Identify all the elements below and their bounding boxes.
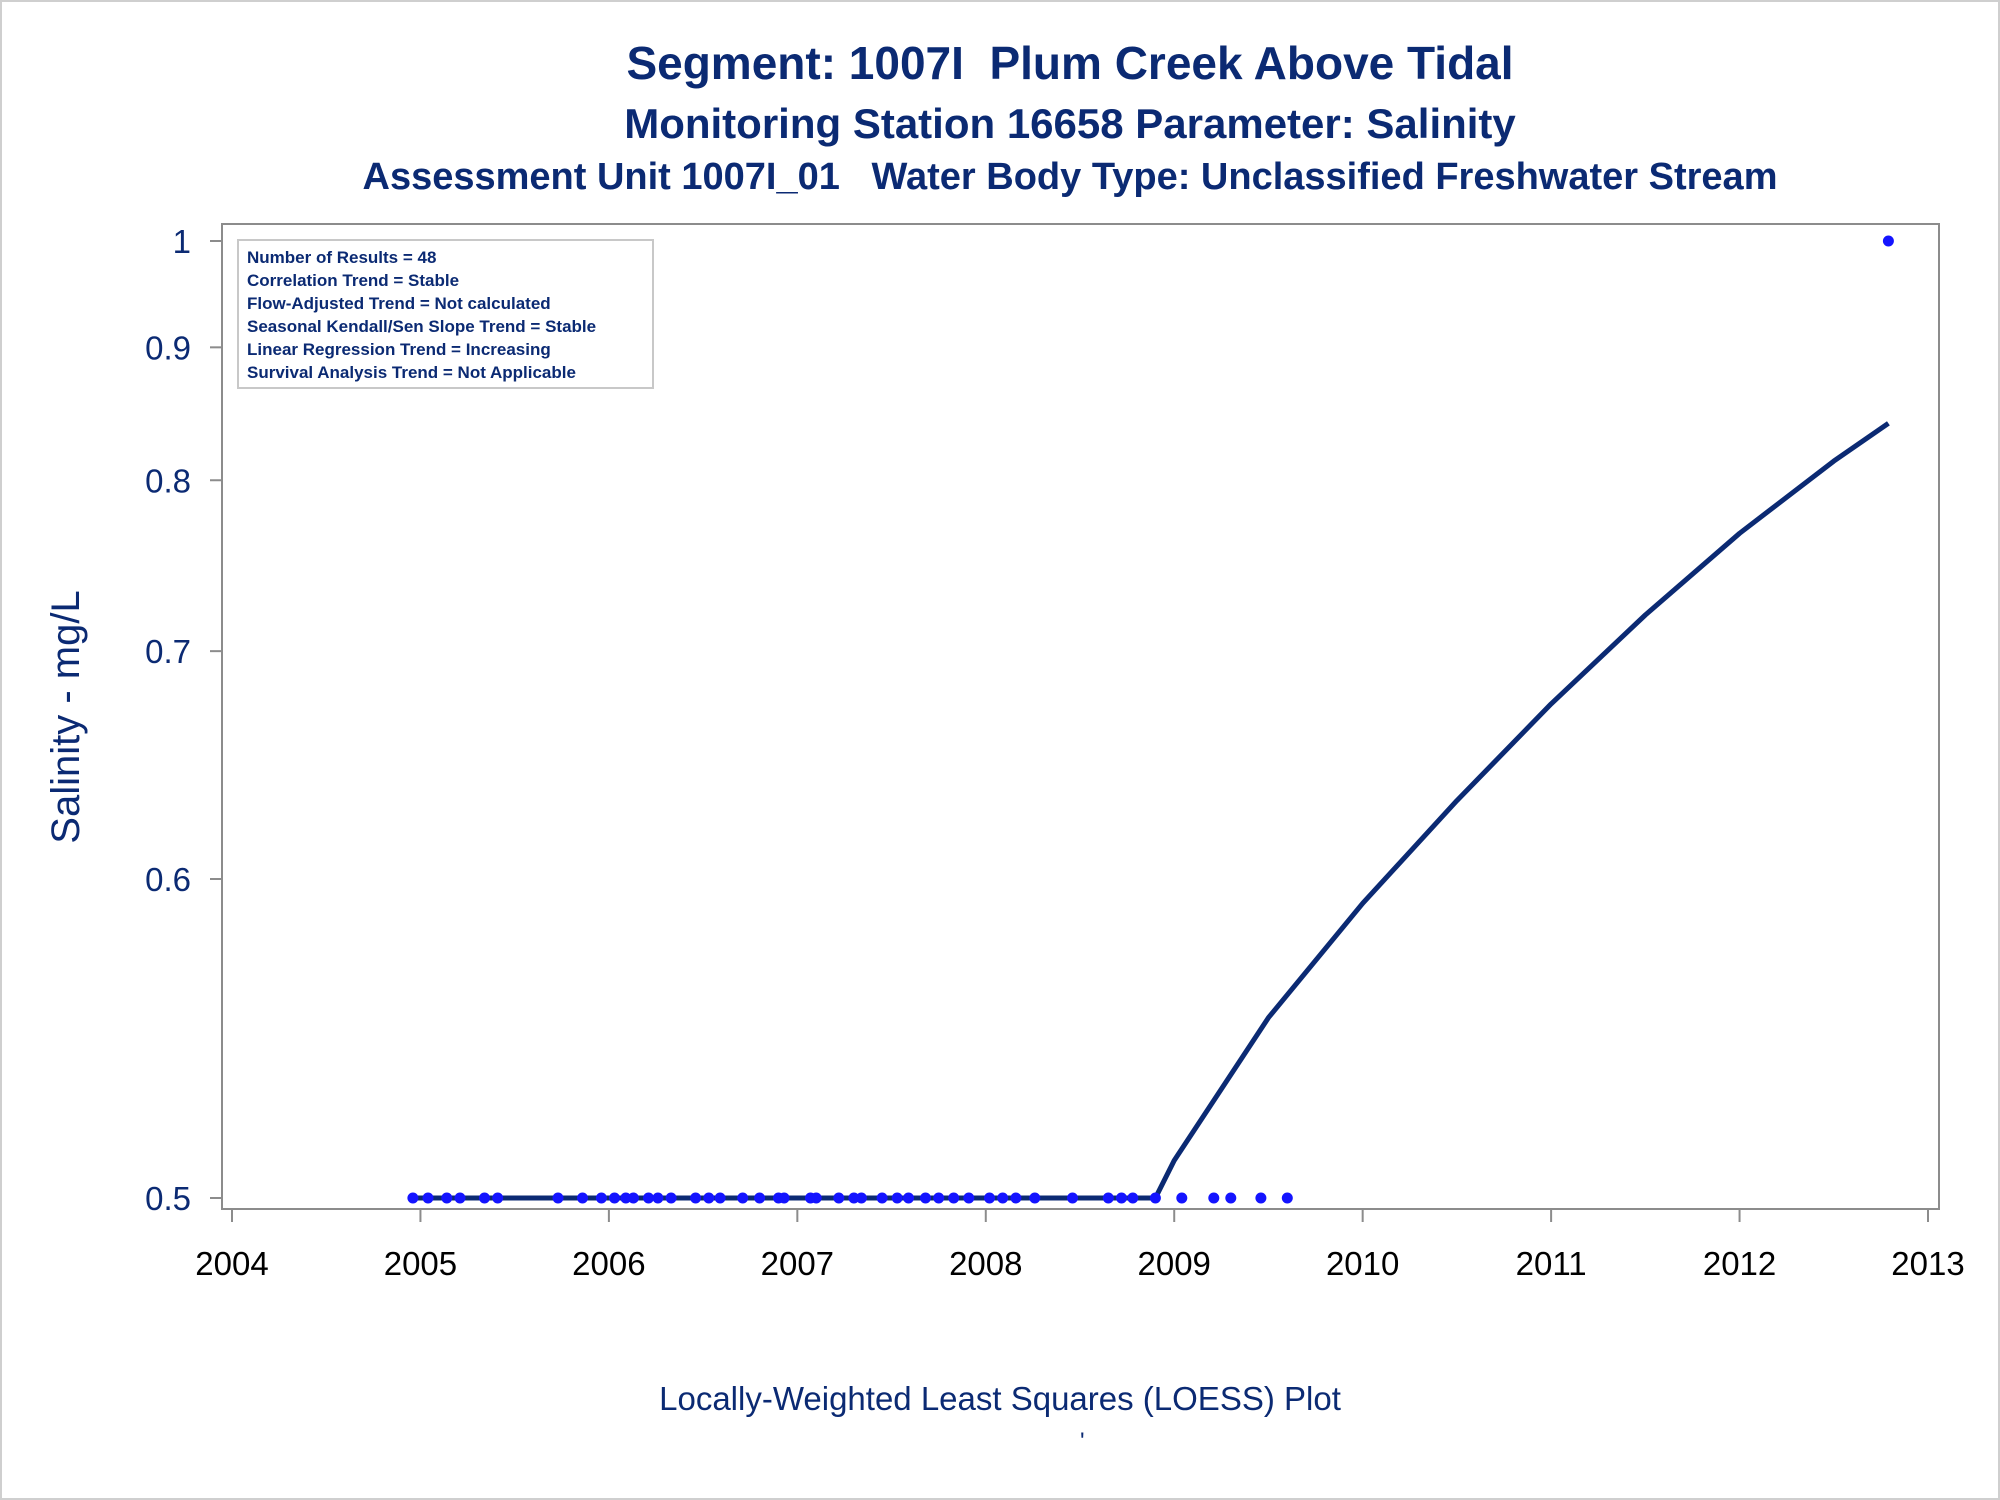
y-tick-label: 1 (173, 223, 191, 260)
data-point (441, 1192, 453, 1204)
stat-flow-adjusted-trend: Flow-Adjusted Trend = Not calculated (247, 294, 551, 313)
data-point (652, 1192, 664, 1204)
data-point (1010, 1192, 1022, 1204)
data-point (1255, 1192, 1267, 1204)
data-point (963, 1192, 975, 1204)
data-point (903, 1192, 914, 1204)
x-tick-label: 2005 (384, 1245, 457, 1282)
data-point (620, 1192, 632, 1204)
data-point (1225, 1192, 1237, 1204)
data-point (984, 1192, 995, 1204)
x-tick-label: 2010 (1326, 1245, 1399, 1282)
chart-subtitle-2: Assessment Unit 1007I_01 Water Body Type… (362, 156, 1778, 198)
plot-type-footnote: Locally-Weighted Least Squares (LOESS) P… (659, 1380, 1341, 1417)
data-point (1127, 1192, 1139, 1204)
x-tick-label: 2007 (761, 1245, 834, 1282)
data-point (948, 1192, 960, 1204)
data-point (855, 1192, 867, 1204)
data-point (714, 1192, 726, 1204)
x-tick-label: 2009 (1138, 1245, 1211, 1282)
data-point (920, 1192, 931, 1204)
y-axis: 0.5 0.6 0.7 0.8 0.9 1 (145, 223, 222, 1217)
data-point (933, 1192, 945, 1204)
chart-title: Segment: 1007I Plum Creek Above Tidal (626, 37, 1514, 89)
data-point (454, 1192, 466, 1204)
x-tick-label: 2004 (195, 1245, 268, 1282)
data-point (1281, 1192, 1293, 1204)
data-point (479, 1192, 490, 1204)
data-point (609, 1192, 620, 1204)
stat-survival-analysis-trend: Survival Analysis Trend = Not Applicable (247, 363, 576, 382)
data-point (407, 1192, 419, 1204)
data-points (407, 235, 1894, 1204)
data-point (422, 1192, 434, 1204)
y-tick-label: 0.5 (145, 1180, 191, 1217)
y-tick-label: 0.7 (145, 633, 191, 670)
data-point (1029, 1192, 1041, 1204)
data-point (876, 1192, 888, 1204)
x-tick-label: 2012 (1703, 1245, 1776, 1282)
x-axis: 2004 2005 2006 2007 2008 2009 2010 2011 2012 2013 (195, 1209, 1965, 1282)
data-point (595, 1192, 607, 1204)
loess-line (412, 421, 1890, 1201)
chart-subtitle: Monitoring Station 16658 Parameter: Sali… (624, 100, 1516, 147)
stat-seasonal-kendall-trend: Seasonal Kendall/Sen Slope Trend = Stabl… (247, 317, 597, 336)
data-point (891, 1192, 903, 1204)
data-point (754, 1192, 766, 1204)
data-point (703, 1192, 715, 1204)
x-tick-label: 2011 (1516, 1245, 1587, 1282)
data-point (643, 1192, 654, 1204)
loess-lines (412, 421, 1890, 1201)
x-tick-label: 2008 (949, 1245, 1022, 1282)
stat-number-of-results: Number of Results = 48 (247, 248, 437, 267)
data-point (552, 1192, 564, 1204)
data-point (833, 1192, 845, 1204)
data-point (690, 1192, 702, 1204)
data-point (1149, 1192, 1161, 1204)
data-point (1102, 1192, 1114, 1204)
x-tick-label: 2006 (572, 1245, 645, 1282)
data-point (1116, 1192, 1127, 1204)
data-point (627, 1192, 639, 1204)
y-tick-label: 0.9 (145, 329, 191, 366)
trend-statistics-box: Number of Results = 48 Correlation Trend… (237, 239, 654, 389)
data-point (1882, 235, 1894, 247)
data-point (577, 1192, 588, 1204)
data-point (810, 1192, 822, 1204)
footnote-mark: ' (1080, 1428, 1085, 1455)
data-point (1176, 1192, 1188, 1204)
stat-correlation-trend: Correlation Trend = Stable (247, 271, 460, 290)
data-point (1208, 1192, 1220, 1204)
data-point (778, 1192, 790, 1204)
data-point (1067, 1192, 1078, 1204)
y-tick-label: 0.6 (145, 861, 191, 898)
stat-linear-regression-trend: Linear Regression Trend = Increasing (247, 340, 551, 359)
data-point (492, 1192, 504, 1204)
y-tick-label: 0.8 (145, 462, 191, 499)
data-point (665, 1192, 677, 1204)
y-axis-label: Salinity - mg/L (44, 590, 88, 843)
data-point (737, 1192, 749, 1204)
x-tick-label: 2013 (1891, 1245, 1964, 1282)
plot-area-border (221, 223, 1940, 1210)
data-point (997, 1192, 1009, 1204)
